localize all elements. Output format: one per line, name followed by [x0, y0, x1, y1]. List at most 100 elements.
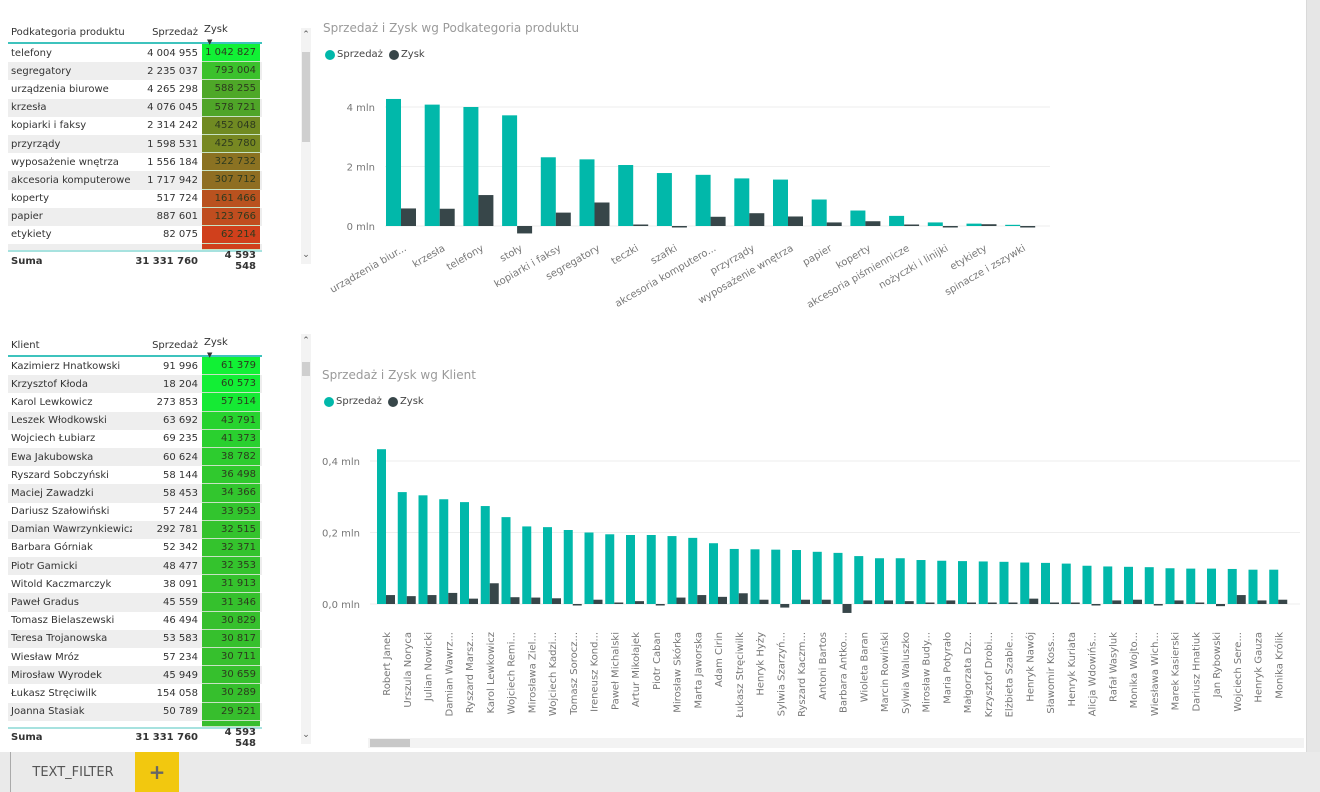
bar-zysk[interactable]	[386, 595, 395, 604]
bar-sprzedaz[interactable]	[418, 495, 428, 604]
bar-zysk[interactable]	[826, 222, 842, 226]
bar-sprzedaz[interactable]	[618, 165, 634, 226]
bar-zysk[interactable]	[697, 595, 707, 604]
bar-sprzedaz[interactable]	[1207, 568, 1216, 604]
bar-sprzedaz[interactable]	[667, 536, 677, 604]
bar-zysk[interactable]	[406, 596, 416, 604]
bar-sprzedaz[interactable]	[1227, 568, 1237, 604]
table-row[interactable]: Damian Wawrzynkiewicz 292 781 32 515	[8, 520, 262, 539]
bar-zysk[interactable]	[904, 601, 914, 604]
bar-sprzedaz[interactable]	[916, 560, 926, 604]
bar-sprzedaz[interactable]	[656, 173, 672, 226]
bar-sprzedaz[interactable]	[734, 178, 750, 226]
bar-zysk[interactable]	[942, 226, 958, 228]
bar-sprzedaz[interactable]	[646, 535, 656, 604]
bar-zysk[interactable]	[614, 602, 624, 605]
bar-sprzedaz[interactable]	[1082, 565, 1092, 604]
bar-sprzedaz[interactable]	[695, 174, 711, 226]
bar-zysk[interactable]	[904, 224, 920, 227]
bar-sprzedaz[interactable]	[927, 222, 943, 226]
scroll-thumb[interactable]	[302, 52, 310, 142]
bar-zysk[interactable]	[676, 597, 686, 604]
bar-zysk[interactable]	[478, 195, 494, 226]
bar-sprzedaz[interactable]	[773, 179, 788, 226]
bar-sprzedaz[interactable]	[1124, 566, 1133, 604]
legend-item-zysk[interactable]: Zysk	[387, 396, 424, 407]
bar-sprzedaz[interactable]	[889, 215, 905, 226]
legend-item-sprzedaz[interactable]: Sprzedaż	[324, 396, 382, 407]
bar-zysk[interactable]	[489, 583, 499, 604]
bar-sprzedaz[interactable]	[978, 561, 988, 604]
table-row[interactable]: Piotr Gamicki 48 477 32 353	[8, 557, 262, 576]
bar-sprzedaz[interactable]	[771, 549, 781, 604]
bar-sprzedaz[interactable]	[605, 534, 615, 604]
bar-zysk[interactable]	[1153, 604, 1163, 606]
table-row[interactable]: wyposażenie wnętrza 1 556 184 322 732	[8, 153, 262, 172]
bar-zysk[interactable]	[439, 208, 455, 226]
table-row[interactable]: Mirosław Wyrodek 45 949 30 659	[8, 666, 262, 685]
bar-sprzedaz[interactable]	[626, 535, 635, 604]
table-row[interactable]: Kazimierz Hnatkowski 91 996 61 379	[8, 357, 262, 376]
table-row[interactable]: Łukasz Stręciwilk 154 058 30 289	[8, 684, 262, 703]
bar-sprzedaz[interactable]	[579, 159, 595, 226]
bar-sprzedaz[interactable]	[480, 506, 490, 604]
table1-scrollbar[interactable]: ⌃ ⌄	[301, 28, 311, 264]
bar-zysk[interactable]	[1050, 602, 1059, 605]
scroll-down-icon[interactable]: ⌄	[302, 730, 310, 740]
bar-sprzedaz[interactable]	[439, 499, 449, 604]
bar-zysk[interactable]	[1070, 602, 1080, 605]
table2-scrollbar[interactable]: ⌃ ⌄	[301, 334, 311, 744]
bar-sprzedaz[interactable]	[522, 526, 532, 604]
bar-sprzedaz[interactable]	[792, 550, 801, 604]
bar-zysk[interactable]	[555, 212, 571, 226]
header-client[interactable]: Klient	[11, 340, 40, 351]
bar-zysk[interactable]	[710, 216, 726, 226]
bar-zysk[interactable]	[1216, 604, 1225, 607]
bar-zysk[interactable]	[1020, 226, 1036, 228]
bar-sprzedaz[interactable]	[386, 98, 401, 226]
table-row[interactable]: krzesła 4 076 045 578 721	[8, 98, 262, 117]
bar-sprzedaz[interactable]	[1020, 562, 1030, 604]
bar-zysk[interactable]	[865, 221, 881, 226]
bar-zysk[interactable]	[987, 602, 997, 605]
bar-sprzedaz[interactable]	[1269, 569, 1279, 604]
bar-zysk[interactable]	[749, 213, 765, 226]
bar-sprzedaz[interactable]	[833, 552, 843, 604]
tab-text-filter[interactable]: TEXT_FILTER	[10, 752, 135, 792]
bar-sprzedaz[interactable]	[1165, 568, 1175, 604]
bar-zysk[interactable]	[1236, 595, 1246, 604]
bar-sprzedaz[interactable]	[812, 551, 822, 604]
bar-zysk[interactable]	[469, 598, 478, 604]
bar-zysk[interactable]	[884, 600, 893, 604]
table-row[interactable]: przyrządy 1 598 531 425 780	[8, 134, 262, 154]
bar-zysk[interactable]	[517, 226, 533, 234]
bar-zysk[interactable]	[448, 592, 458, 604]
table-row[interactable]: Ryszard Sobczyński 58 144 36 498	[8, 466, 262, 485]
bar-sprzedaz[interactable]	[999, 561, 1009, 604]
bar-zysk[interactable]	[780, 604, 790, 608]
header-sales[interactable]: Sprzedaż	[152, 27, 198, 38]
chart2-horizontal-scrollbar[interactable]	[368, 738, 1304, 748]
add-page-button[interactable]: +	[135, 752, 179, 792]
bar-zysk[interactable]	[1257, 600, 1267, 604]
table-row[interactable]: Paweł Gradus 45 559 31 346	[8, 593, 262, 612]
bar-sprzedaz[interactable]	[377, 449, 386, 604]
header-profit[interactable]: Zysk ▼	[202, 333, 260, 360]
bar-zysk[interactable]	[401, 208, 416, 226]
bar-sprzedaz[interactable]	[463, 107, 479, 226]
bar-sprzedaz[interactable]	[540, 157, 556, 226]
legend-item-zysk[interactable]: Zysk	[388, 49, 425, 60]
bar-zysk[interactable]	[671, 226, 687, 228]
bar-sprzedaz[interactable]	[958, 561, 967, 604]
table-row[interactable]: Karol Lewkowicz 273 853 57 514	[8, 393, 262, 412]
bar-zysk[interactable]	[738, 593, 748, 604]
table-row[interactable]: Wojciech Łubiarz 69 235 41 373	[8, 429, 262, 448]
bar-sprzedaz[interactable]	[460, 502, 469, 604]
bar-sprzedaz[interactable]	[850, 210, 866, 226]
bar-sprzedaz[interactable]	[1061, 563, 1071, 604]
bar-sprzedaz[interactable]	[1103, 566, 1113, 604]
bar-zysk[interactable]	[842, 604, 852, 613]
bar-zysk[interactable]	[1091, 604, 1101, 606]
scroll-thumb[interactable]	[302, 362, 310, 376]
bar-sprzedaz[interactable]	[502, 115, 518, 226]
